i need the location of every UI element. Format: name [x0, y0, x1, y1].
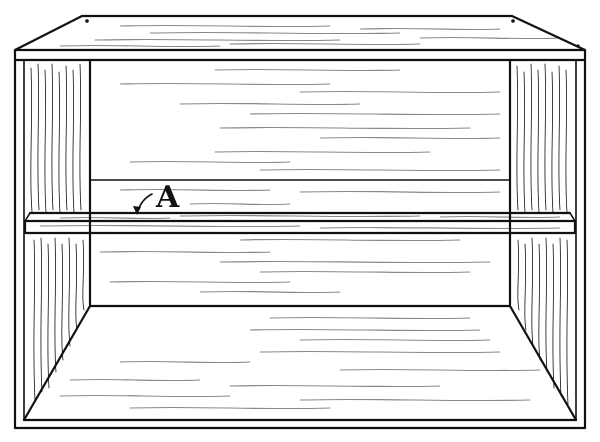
left-side-panel	[13, 58, 92, 430]
top-board-back-edge	[13, 14, 587, 52]
top-board	[13, 14, 587, 62]
shelf-grain	[39, 215, 561, 229]
top-board-grain	[59, 25, 561, 47]
nail-head	[511, 19, 515, 23]
nail-head	[576, 44, 580, 48]
bottom-compartment	[13, 304, 587, 430]
shelf-front-face	[23, 219, 577, 235]
back-board-grain	[99, 69, 501, 293]
bottom-left-receding-edge	[22, 304, 92, 422]
bottom-right-receding-edge	[508, 304, 578, 422]
nail-head	[85, 19, 89, 23]
top-board-front-face	[13, 48, 587, 62]
shelf: A	[23, 180, 577, 235]
right-side-panel	[508, 58, 587, 430]
back-board	[89, 69, 511, 293]
bottom-board-grain	[59, 317, 541, 409]
callout-label-a: A	[155, 180, 180, 215]
left-panel-grain	[30, 63, 85, 401]
right-panel-grain	[516, 63, 569, 405]
callout-arrowhead	[133, 206, 141, 215]
shelf-end-edges	[24, 212, 576, 222]
